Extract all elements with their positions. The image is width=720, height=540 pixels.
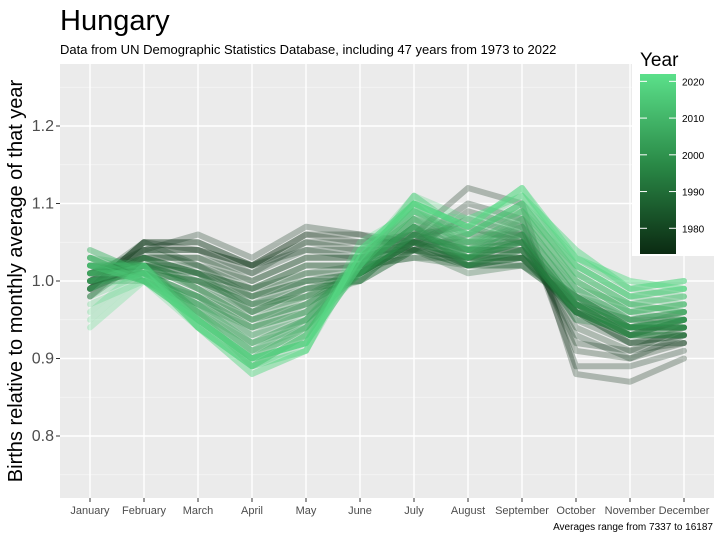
series-line-1975	[87, 208, 687, 362]
legend-tick-label-4: 2020	[682, 77, 705, 88]
series-line-2009	[87, 208, 687, 362]
series-line-2015	[87, 192, 687, 362]
series-line-1982	[87, 247, 687, 339]
series-line-2011	[87, 200, 687, 362]
series-line-2013	[87, 200, 687, 362]
series-line-1996	[87, 231, 687, 331]
series-line-1992	[87, 239, 687, 331]
series-line-2001	[87, 223, 687, 339]
x-tick-label-8: September	[495, 505, 549, 517]
y-tick-label-4: 1.2	[32, 118, 54, 135]
legend-tick-label-0: 1980	[682, 224, 705, 235]
series-line-2000	[87, 231, 687, 339]
y-axis-ticks: 0.8 0.9 1.0 1.1 1.2	[32, 118, 60, 445]
series-line-2021	[87, 192, 687, 362]
series-line-1990	[87, 239, 687, 331]
series-line-1994	[87, 239, 687, 331]
series-line-2020	[87, 185, 687, 370]
series-line-2014	[87, 200, 687, 370]
legend-ticks: 1980 1990 2000 2010 2020	[640, 77, 705, 235]
x-tick-label-3: April	[241, 505, 263, 517]
series-line-1999	[87, 223, 687, 339]
series-line-2018	[87, 185, 687, 370]
chart-caption: Averages range from 7337 to 16187	[553, 522, 713, 533]
series-line-2005	[87, 216, 687, 346]
y-axis-label: Births relative to monthly average of th…	[5, 79, 27, 482]
series-line-2017	[87, 192, 687, 370]
legend-colorbar	[640, 74, 676, 254]
series-line-1984	[87, 254, 687, 331]
series-line-1991	[87, 231, 687, 339]
series-lines	[87, 185, 687, 385]
series-line-1976	[87, 216, 687, 354]
series-line-2012	[87, 200, 687, 370]
x-tick-label-6: July	[404, 505, 424, 517]
series-line-2004	[87, 216, 687, 354]
legend-tick-label-2: 2000	[682, 151, 705, 162]
series-line-1998	[87, 231, 687, 331]
x-tick-label-0: January	[70, 505, 110, 517]
series-line-1978	[87, 231, 687, 354]
series-line-2016	[87, 192, 687, 377]
x-tick-label-1: February	[122, 505, 167, 517]
y-tick-label-0: 0.8	[32, 428, 54, 445]
chart-subtitle: Data from UN Demographic Statistics Data…	[60, 42, 556, 57]
series-line-1980	[87, 239, 687, 346]
series-line-2022	[87, 185, 687, 377]
series-line-2006	[87, 216, 687, 354]
y-tick-label-2: 1.0	[32, 273, 54, 290]
series-line-1979	[87, 239, 687, 346]
series-line-1981	[87, 239, 687, 346]
x-tick-label-5: June	[348, 505, 372, 517]
major-gridlines	[60, 64, 714, 498]
legend-title: Year	[640, 50, 679, 71]
series-line-1988	[87, 239, 687, 331]
legend-tick-label-1: 1990	[682, 188, 705, 199]
series-line-1997	[87, 223, 687, 339]
x-tick-label-9: October	[556, 505, 595, 517]
chart-title: Hungary	[60, 5, 170, 37]
series-line-1983	[87, 247, 687, 339]
series-line-2008	[87, 208, 687, 354]
series-line-1977	[87, 223, 687, 362]
x-axis-ticks: January February March April May June July Augu…	[70, 498, 710, 517]
series-line-1974	[87, 200, 687, 370]
series-line-2003	[87, 223, 687, 346]
series-line-1985	[87, 247, 687, 339]
y-tick-label-1: 0.9	[32, 351, 54, 368]
series-line-1993	[87, 231, 687, 339]
x-tick-label-2: March	[183, 505, 214, 517]
legend: Year 1980 1990 2000 2010 2020	[632, 44, 718, 256]
legend-tick-label-3: 2010	[682, 114, 705, 125]
series-line-1986	[87, 239, 687, 331]
x-tick-label-4: May	[296, 505, 317, 517]
series-line-1987	[87, 247, 687, 323]
series-line-1995	[87, 223, 687, 339]
minor-gridlines	[60, 86, 714, 476]
series-line-2010	[87, 200, 687, 370]
series-line-2002	[87, 216, 687, 346]
series-line-2019	[87, 192, 687, 362]
x-tick-label-10: November	[605, 505, 656, 517]
x-tick-label-11: December	[659, 505, 710, 517]
series-line-1973	[87, 185, 687, 385]
x-tick-label-7: August	[451, 505, 485, 517]
y-tick-label-3: 1.1	[32, 196, 54, 213]
series-line-1989	[87, 247, 687, 323]
series-line-2007	[87, 208, 687, 362]
